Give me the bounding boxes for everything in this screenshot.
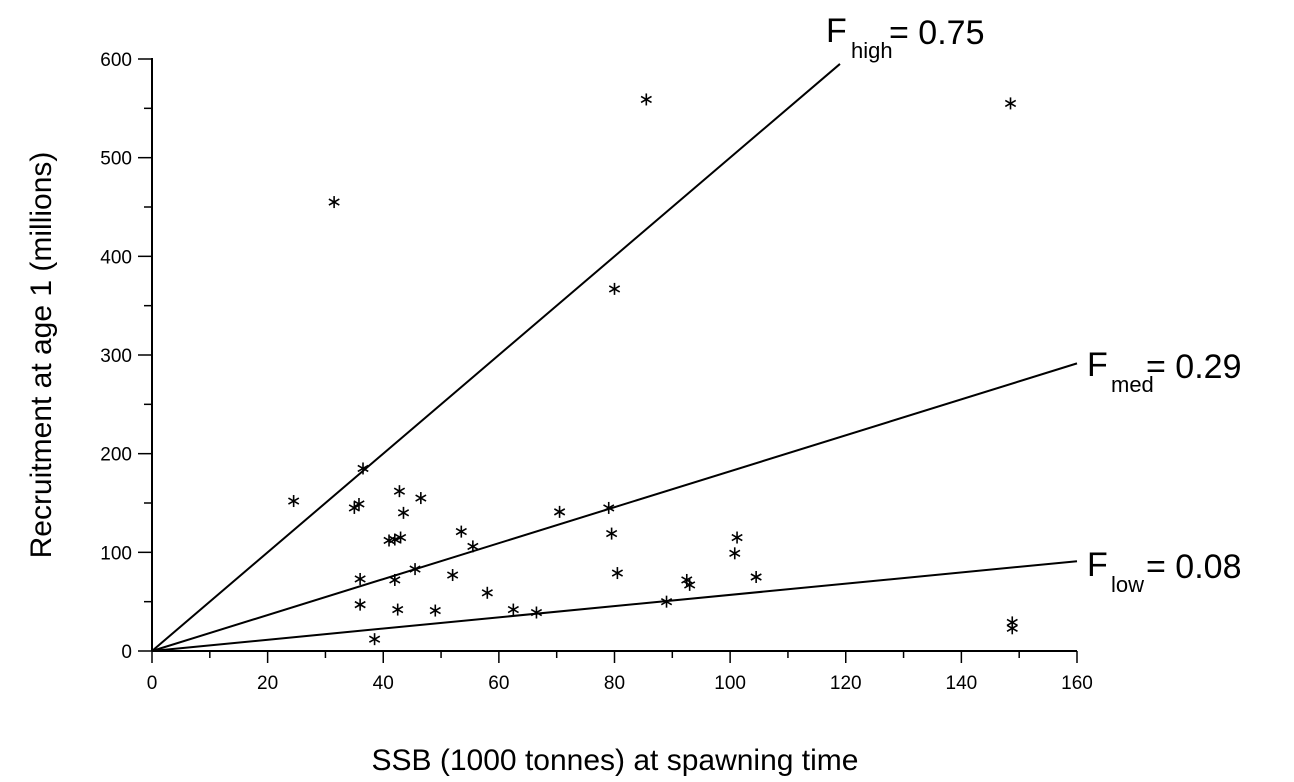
x-axis-ticks: 0 20 40 60 80 100 120 140 160 — [147, 651, 1093, 694]
data-point — [553, 505, 566, 518]
x-tick-label: 100 — [714, 673, 746, 694]
reference-label-subscript: med — [1111, 372, 1154, 397]
data-point — [354, 598, 366, 611]
data-point — [660, 595, 673, 608]
data-point — [640, 93, 652, 106]
reference-label-symbol: F — [1087, 546, 1108, 584]
data-point — [389, 573, 401, 586]
x-tick-label: 0 — [147, 673, 158, 694]
data-point — [357, 462, 369, 475]
y-tick-label: 100 — [100, 543, 132, 564]
reference-line-low — [151, 560, 1078, 652]
reference-line-med — [151, 362, 1078, 652]
data-point — [348, 501, 360, 514]
data-point — [393, 485, 406, 498]
y-tick-label: 600 — [100, 50, 132, 71]
axes — [151, 58, 1077, 652]
scatter-points — [288, 93, 1018, 646]
reference-label-value: = 0.08 — [1146, 548, 1241, 586]
x-tick-label: 40 — [373, 673, 394, 694]
y-tick-label: 500 — [100, 149, 132, 170]
y-tick-label: 0 — [121, 642, 132, 663]
data-point — [288, 495, 300, 508]
data-point — [368, 633, 381, 646]
reference-label-subscript: low — [1111, 572, 1144, 597]
data-point — [481, 586, 493, 599]
y-tick-label: 300 — [100, 346, 132, 367]
data-point — [750, 571, 762, 583]
data-point — [1006, 622, 1018, 635]
reference-label-symbol: F — [1087, 346, 1108, 384]
reference-label-value: = 0.29 — [1146, 348, 1241, 386]
x-tick-label: 80 — [604, 673, 625, 694]
x-tick-label: 140 — [946, 673, 978, 694]
data-point — [429, 604, 441, 617]
data-point — [353, 497, 365, 510]
reference-lines — [151, 63, 1078, 652]
x-tick-label: 160 — [1061, 673, 1093, 694]
data-point — [530, 606, 543, 619]
data-point — [328, 196, 340, 209]
data-point — [409, 563, 421, 576]
data-point — [608, 282, 621, 295]
data-point — [684, 578, 696, 591]
data-point — [447, 569, 459, 582]
y-axis-ticks: 0 100 200 300 400 500 600 — [100, 50, 152, 663]
reference-label-symbol: F — [826, 12, 847, 50]
reference-label-value: = 0.75 — [889, 14, 984, 52]
data-point — [354, 572, 366, 585]
data-point — [603, 501, 615, 514]
y-tick-label: 200 — [100, 445, 132, 466]
data-point — [467, 540, 479, 553]
data-point — [397, 506, 410, 519]
data-point — [455, 525, 467, 538]
x-tick-label: 20 — [257, 673, 278, 694]
data-point — [605, 527, 618, 540]
data-point — [389, 533, 401, 546]
data-point — [731, 531, 743, 544]
x-axis-title: SSB (1000 tonnes) at spawning time — [372, 744, 859, 777]
y-tick-label: 400 — [100, 247, 132, 268]
x-tick-label: 120 — [830, 673, 862, 694]
data-point — [1004, 97, 1017, 110]
y-axis-title: Recruitment at age 1 (millions) — [25, 152, 58, 559]
data-point — [392, 603, 404, 616]
reference-line-high — [151, 63, 841, 652]
data-point — [729, 547, 741, 560]
reference-label-subscript: high — [851, 38, 893, 63]
x-tick-label: 60 — [488, 673, 509, 694]
data-point — [507, 603, 519, 616]
data-point — [394, 531, 407, 544]
data-point — [415, 492, 427, 505]
data-point — [611, 567, 624, 580]
